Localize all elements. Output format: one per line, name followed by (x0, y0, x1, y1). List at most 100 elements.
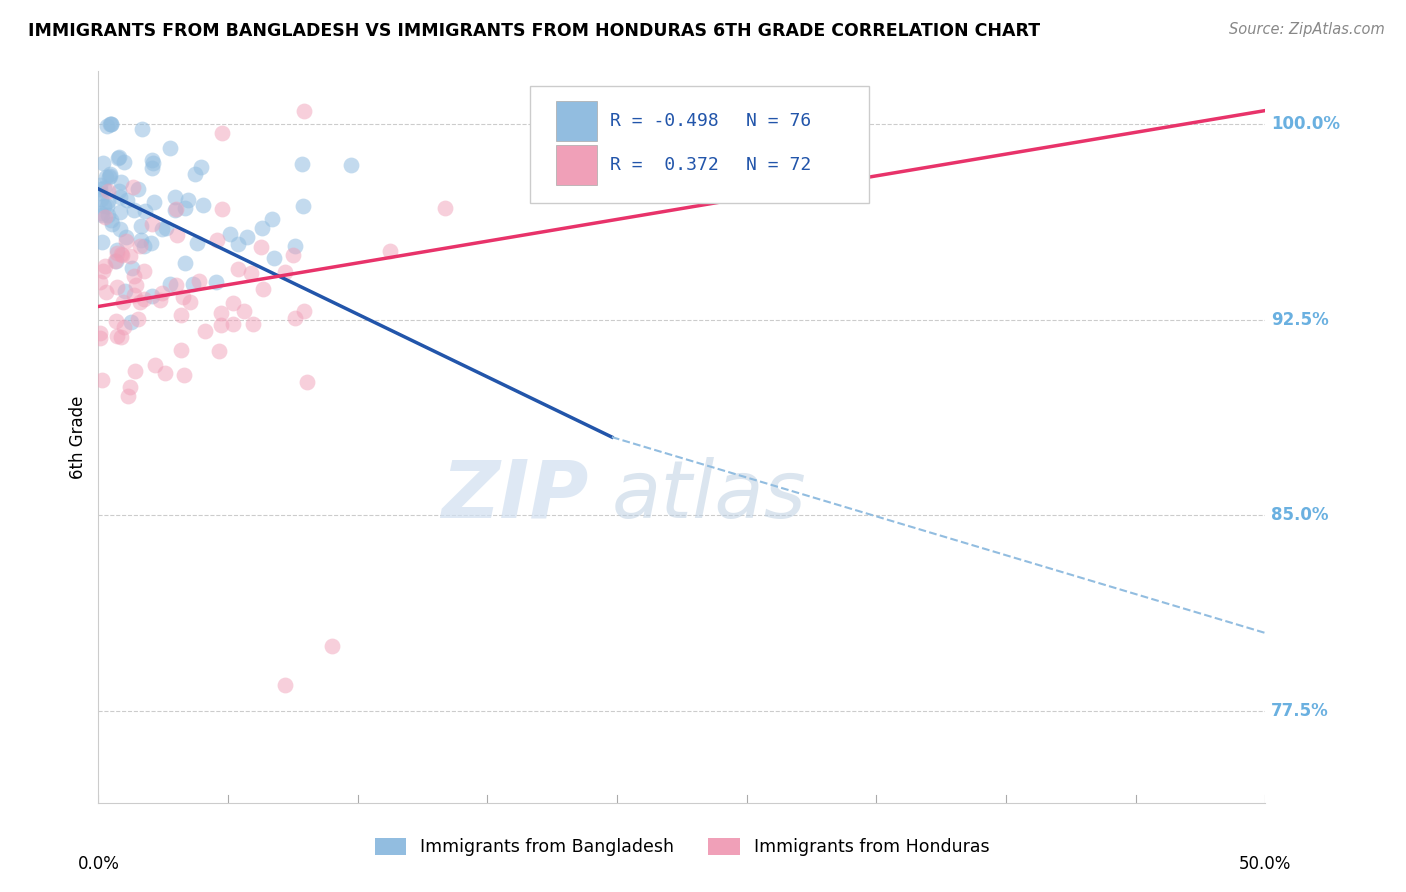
Point (104, 254, 127, 268)
Point (111, 248, 134, 262)
Point (134, 204, 156, 219)
Point (131, 122, 153, 136)
Point (143, 359, 166, 373)
FancyBboxPatch shape (530, 86, 869, 203)
Point (150, 285, 173, 300)
Point (89, 326, 111, 341)
Point (114, 284, 136, 298)
Point (98, 117, 121, 131)
Point (107, 150, 129, 164)
Text: 0.0%: 0.0% (77, 855, 120, 873)
Point (90, 192, 112, 206)
Point (284, 311, 307, 326)
Point (173, 255, 195, 269)
Point (141, 218, 163, 232)
Point (274, 265, 297, 279)
FancyBboxPatch shape (555, 145, 596, 185)
Point (91, 264, 114, 278)
Point (105, 243, 128, 257)
Point (239, 266, 262, 280)
Point (97, 194, 120, 208)
Point (129, 295, 152, 310)
Text: Source: ZipAtlas.com: Source: ZipAtlas.com (1229, 22, 1385, 37)
Point (211, 126, 233, 140)
Point (242, 317, 264, 331)
Point (98, 169, 121, 184)
Point (129, 233, 152, 247)
Point (89, 182, 111, 196)
Point (165, 202, 187, 216)
Point (209, 306, 232, 320)
Point (112, 319, 135, 334)
Point (141, 289, 163, 303)
Point (107, 184, 129, 198)
Point (283, 247, 305, 261)
Point (228, 236, 250, 251)
Point (97, 184, 120, 198)
FancyBboxPatch shape (555, 101, 596, 141)
Point (105, 329, 128, 343)
Point (222, 295, 245, 310)
Point (378, 244, 401, 258)
Point (101, 217, 124, 231)
Point (159, 141, 181, 155)
Point (100, 212, 122, 227)
Point (155, 221, 177, 235)
Text: 92.5%: 92.5% (1271, 310, 1329, 328)
Point (98, 167, 121, 181)
Point (184, 167, 207, 181)
Point (105, 280, 128, 294)
Point (90, 206, 112, 220)
Point (112, 154, 135, 169)
Point (292, 103, 315, 118)
Point (187, 273, 209, 287)
Point (340, 158, 363, 172)
Point (433, 201, 456, 215)
Point (232, 303, 254, 318)
Y-axis label: 6th Grade: 6th Grade (69, 395, 87, 479)
Point (94, 170, 117, 185)
Point (100, 117, 122, 131)
Point (132, 239, 155, 253)
Point (112, 295, 135, 310)
Point (159, 277, 181, 292)
Point (89, 178, 111, 192)
Text: 85.0%: 85.0% (1271, 507, 1329, 524)
Text: 77.5%: 77.5% (1271, 702, 1329, 721)
Point (141, 161, 163, 175)
Point (108, 190, 131, 204)
Point (89, 186, 111, 200)
Point (142, 156, 165, 170)
Point (263, 252, 285, 266)
Point (120, 315, 142, 329)
Point (170, 343, 193, 358)
Point (120, 380, 142, 394)
Point (166, 227, 188, 242)
Point (107, 151, 129, 165)
Point (150, 221, 173, 235)
Point (114, 230, 136, 244)
Point (166, 277, 188, 292)
Point (122, 203, 145, 218)
Point (110, 175, 132, 189)
Point (207, 233, 229, 247)
Point (252, 282, 274, 296)
Text: ZIP: ZIP (441, 457, 589, 534)
Point (291, 157, 314, 171)
Point (236, 229, 259, 244)
Point (93, 181, 115, 195)
Point (226, 261, 249, 276)
Point (96, 119, 118, 133)
Point (93, 199, 115, 213)
Point (90, 235, 112, 249)
Point (96, 199, 118, 213)
Point (104, 254, 127, 268)
Text: IMMIGRANTS FROM BANGLADESH VS IMMIGRANTS FROM HONDURAS 6TH GRADE CORRELATION CHA: IMMIGRANTS FROM BANGLADESH VS IMMIGRANTS… (28, 22, 1040, 40)
Point (155, 366, 177, 380)
Point (110, 205, 132, 219)
Point (211, 202, 233, 216)
Point (172, 291, 194, 305)
Point (260, 212, 283, 227)
Point (170, 309, 193, 323)
Point (108, 221, 131, 235)
